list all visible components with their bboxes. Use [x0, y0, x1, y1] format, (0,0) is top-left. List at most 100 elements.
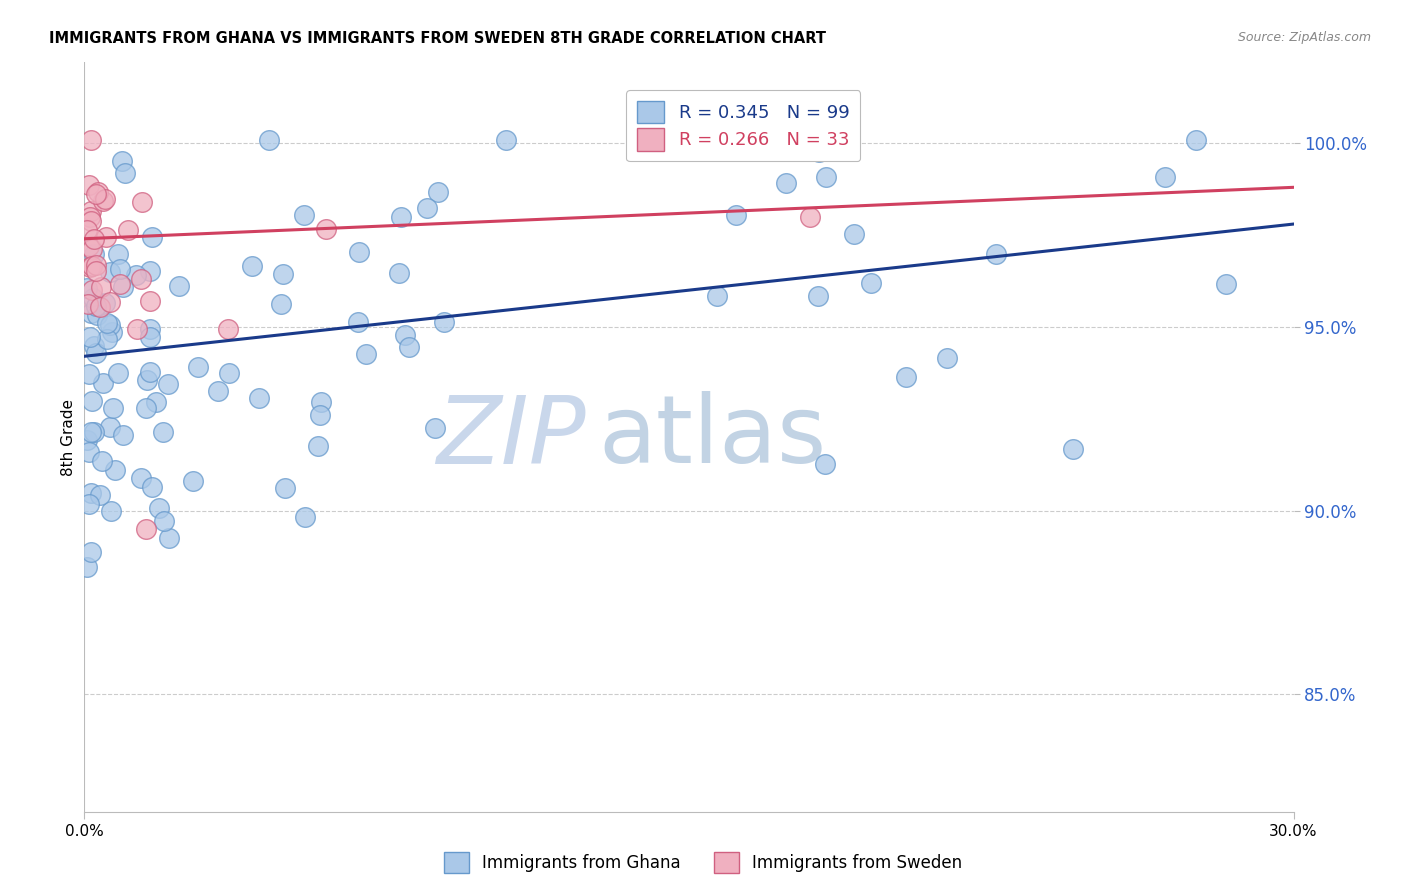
Point [354, 346, 377, 360]
Point [83, 425, 105, 440]
Point [139, 365, 162, 379]
Point [108, 262, 131, 277]
Point [83, 247, 105, 261]
Point [148, 501, 170, 516]
Point [94, 230, 117, 244]
Point [87, 185, 110, 199]
Point [80, 306, 103, 320]
Point [103, 401, 125, 415]
Point [309, 395, 332, 409]
Point [309, 408, 332, 422]
Point [217, 321, 239, 335]
Legend: Immigrants from Ghana, Immigrants from Sweden: Immigrants from Ghana, Immigrants from S… [437, 846, 969, 880]
Point [775, 176, 797, 190]
Point [79, 210, 101, 224]
Point [77, 445, 100, 459]
Point [842, 227, 865, 241]
Point [127, 322, 149, 336]
Point [76, 560, 98, 574]
Point [807, 145, 830, 159]
Point [114, 166, 136, 180]
Point [495, 132, 517, 146]
Point [80, 284, 103, 298]
Point [80, 259, 103, 273]
Point [141, 229, 163, 244]
Point [294, 509, 316, 524]
Point [423, 421, 446, 435]
Point [98, 419, 121, 434]
Point [152, 425, 174, 440]
Point [117, 223, 139, 237]
Legend: R = 0.345   N = 99, R = 0.266   N = 33: R = 0.345 N = 99, R = 0.266 N = 33 [627, 90, 860, 161]
Point [181, 474, 204, 488]
Point [935, 351, 957, 365]
Point [77, 497, 100, 511]
Point [398, 340, 420, 354]
Point [79, 260, 101, 274]
Text: ZIP: ZIP [436, 392, 586, 483]
Point [145, 395, 167, 409]
Point [80, 425, 103, 439]
Point [799, 210, 821, 224]
Point [388, 266, 411, 280]
Point [82, 291, 104, 305]
Point [138, 330, 160, 344]
Point [89, 300, 111, 314]
Point [91, 454, 114, 468]
Point [187, 360, 209, 375]
Point [725, 208, 748, 222]
Point [96, 332, 118, 346]
Point [90, 279, 112, 293]
Point [141, 480, 163, 494]
Point [79, 330, 101, 344]
Point [80, 545, 103, 559]
Point [136, 373, 159, 387]
Y-axis label: 8th Grade: 8th Grade [60, 399, 76, 475]
Point [91, 194, 114, 208]
Point [1062, 442, 1084, 456]
Point [124, 268, 146, 283]
Point [77, 297, 100, 311]
Point [101, 325, 124, 339]
Point [135, 522, 157, 536]
Point [91, 376, 114, 391]
Point [433, 315, 456, 329]
Point [814, 457, 837, 471]
Point [79, 178, 101, 192]
Point [129, 272, 152, 286]
Point [77, 239, 100, 253]
Point [153, 514, 176, 528]
Point [80, 242, 103, 256]
Text: atlas: atlas [599, 391, 827, 483]
Point [77, 367, 100, 381]
Point [859, 277, 882, 291]
Point [107, 247, 129, 261]
Point [76, 433, 98, 447]
Point [84, 264, 107, 278]
Point [84, 258, 107, 272]
Point [131, 195, 153, 210]
Point [157, 377, 180, 392]
Point [415, 201, 437, 215]
Point [98, 318, 121, 333]
Text: Source: ZipAtlas.com: Source: ZipAtlas.com [1237, 31, 1371, 45]
Point [1215, 277, 1237, 292]
Point [986, 247, 1008, 261]
Point [349, 245, 371, 260]
Point [218, 366, 240, 380]
Point [207, 384, 229, 398]
Point [139, 293, 162, 308]
Point [80, 486, 103, 500]
Point [247, 391, 270, 405]
Point [135, 401, 157, 416]
Point [98, 265, 121, 279]
Point [292, 208, 315, 222]
Point [274, 481, 297, 495]
Point [389, 211, 412, 225]
Point [100, 504, 122, 518]
Point [84, 299, 107, 313]
Point [315, 222, 337, 236]
Point [273, 267, 295, 281]
Point [111, 279, 134, 293]
Point [94, 192, 117, 206]
